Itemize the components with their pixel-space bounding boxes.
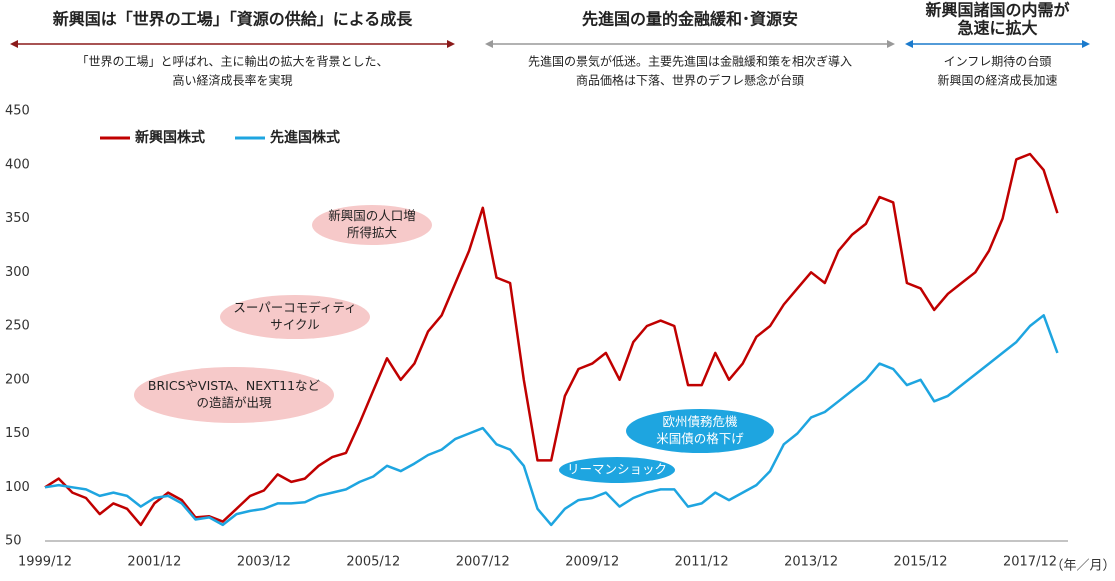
legend-label: 新興国株式 [135, 129, 205, 146]
y-tick-label: 300 [5, 265, 30, 280]
x-tick-label: 2015/12 [894, 555, 948, 570]
y-tick-label: 400 [5, 157, 30, 172]
period-description: 高い経済成長率を実現 [172, 73, 292, 88]
annotation-bubble [626, 409, 774, 453]
annotation-text: リーマンショック [567, 462, 667, 477]
legend-label: 先進国株式 [270, 129, 340, 146]
series-line [44, 314, 1059, 527]
period-title: 先進国の量的金融緩和･資源安 [582, 10, 798, 29]
annotation-text: サイクル [270, 317, 319, 332]
x-tick-label: 1999/12 [18, 555, 72, 570]
y-tick-label: 100 [5, 480, 30, 495]
y-tick-label: 350 [5, 211, 30, 226]
y-tick-label: 450 [5, 104, 30, 119]
annotation-bubble [220, 295, 370, 339]
series-line [44, 152, 1059, 527]
annotation-text: 所得拡大 [347, 225, 397, 240]
annotation-text: スーパーコモディティ [233, 300, 356, 315]
period-description: インフレ期待の台頭 [944, 54, 1052, 69]
x-tick-label: 2009/12 [565, 555, 619, 570]
annotation-bubble [559, 457, 675, 483]
annotation-text: BRICSやVISTA、NEXT11など [148, 378, 321, 393]
x-tick-label: 2005/12 [346, 555, 400, 570]
x-tick-label: 2017/12 [1003, 555, 1057, 570]
period-title: 新興国は「世界の工場」「資源の供給」による成長 [53, 10, 414, 29]
y-tick-label: 150 [5, 426, 30, 441]
annotation-bubble [134, 367, 334, 423]
period-description: 商品価格は下落、世界のデフレ懸念が台頭 [576, 73, 804, 88]
annotation-text: の造語が出現 [196, 395, 272, 410]
annotation-text: 欧州債務危機 [662, 414, 738, 429]
x-tick-label: 2003/12 [237, 555, 291, 570]
x-axis-label: （年／月） [1050, 559, 1115, 574]
period-description: 先進国の景気が低迷。主要先進国は金融緩和策を相次ぎ導入 [528, 54, 852, 69]
period-description: 新興国の経済成長加速 [937, 73, 1057, 88]
annotation-bubble [312, 205, 432, 245]
annotation-text: 新興国の人口増 [328, 208, 416, 223]
y-tick-label: 50 [5, 534, 22, 549]
x-tick-label: 2001/12 [127, 555, 181, 570]
y-tick-label: 200 [5, 372, 30, 387]
period-title: 急速に拡大 [957, 19, 1037, 38]
x-tick-label: 2011/12 [675, 555, 729, 570]
y-tick-label: 250 [5, 319, 30, 334]
period-title: 新興国諸国の内需が [925, 1, 1069, 20]
annotation-text: 米国債の格下げ [656, 431, 744, 446]
x-tick-label: 2007/12 [456, 555, 510, 570]
period-description: 「世界の工場」と呼ばれ、主に輸出の拡大を背景とした、 [76, 54, 388, 69]
x-tick-label: 2013/12 [784, 555, 838, 570]
